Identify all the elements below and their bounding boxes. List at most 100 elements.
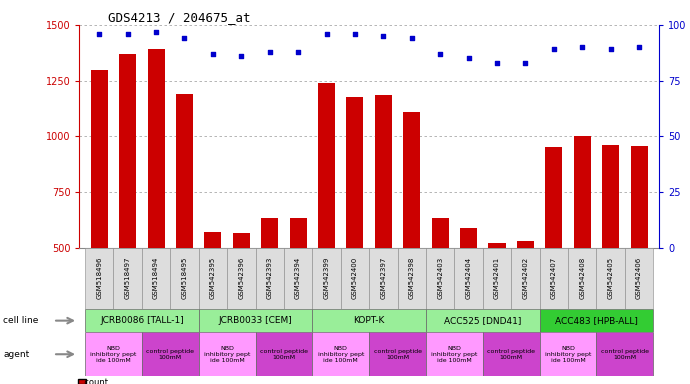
Bar	[199, 332, 255, 376]
Text: KOPT-K: KOPT-K	[353, 316, 385, 325]
Bar	[85, 248, 113, 309]
Point	[378, 33, 389, 39]
Text: GSM542397: GSM542397	[380, 257, 386, 299]
Bar	[85, 309, 199, 332]
Point	[605, 46, 616, 53]
Text: control peptide
100mM: control peptide 100mM	[601, 349, 649, 360]
Bar	[511, 248, 540, 309]
Point	[122, 31, 133, 37]
Bar	[397, 248, 426, 309]
Text: NBD
inhibitory pept
ide 100mM: NBD inhibitory pept ide 100mM	[545, 346, 591, 362]
Bar	[540, 309, 653, 332]
Bar	[517, 241, 534, 359]
Point	[577, 44, 588, 50]
Bar	[426, 248, 455, 309]
Bar	[284, 248, 313, 309]
Point	[321, 31, 332, 37]
Text: JCRB0033 [CEM]: JCRB0033 [CEM]	[219, 316, 293, 325]
Bar	[625, 248, 653, 309]
Text: control peptide
100mM: control peptide 100mM	[146, 349, 195, 360]
Text: GSM518494: GSM518494	[153, 257, 159, 299]
Text: GSM542393: GSM542393	[267, 257, 273, 299]
Bar	[204, 232, 221, 359]
Bar	[176, 94, 193, 359]
Text: GSM542408: GSM542408	[579, 257, 585, 299]
Point	[236, 53, 247, 59]
Bar	[290, 218, 306, 359]
Bar	[313, 332, 369, 376]
Bar	[255, 248, 284, 309]
Bar	[573, 136, 591, 359]
Text: GSM542394: GSM542394	[295, 257, 301, 299]
Point	[208, 51, 219, 57]
Text: GSM542395: GSM542395	[210, 257, 216, 299]
Text: control peptide
100mM: control peptide 100mM	[260, 349, 308, 360]
Text: ACC483 [HPB-ALL]: ACC483 [HPB-ALL]	[555, 316, 638, 325]
Text: NBD
inhibitory pept
ide 100mM: NBD inhibitory pept ide 100mM	[204, 346, 250, 362]
Bar	[631, 146, 648, 359]
Bar	[255, 332, 313, 376]
Point	[406, 35, 417, 41]
Bar	[227, 248, 255, 309]
Bar	[426, 309, 540, 332]
Text: GSM542402: GSM542402	[522, 257, 529, 299]
Bar	[318, 83, 335, 359]
Bar	[596, 248, 625, 309]
Bar	[199, 248, 227, 309]
Text: GSM542396: GSM542396	[238, 257, 244, 299]
Point	[349, 31, 360, 37]
Bar	[369, 248, 397, 309]
Bar	[199, 309, 313, 332]
Bar	[142, 248, 170, 309]
Bar	[119, 54, 136, 359]
Point	[491, 60, 502, 66]
Point	[150, 28, 161, 35]
Text: GSM542406: GSM542406	[636, 257, 642, 299]
Point	[179, 35, 190, 41]
Point	[264, 49, 275, 55]
Text: JCRB0086 [TALL-1]: JCRB0086 [TALL-1]	[100, 316, 184, 325]
Bar	[460, 228, 477, 359]
Bar	[369, 332, 426, 376]
Bar	[148, 50, 165, 359]
Text: control peptide
100mM: control peptide 100mM	[487, 349, 535, 360]
Bar	[540, 248, 568, 309]
Text: GDS4213 / 204675_at: GDS4213 / 204675_at	[108, 11, 251, 24]
Bar	[483, 248, 511, 309]
Bar	[489, 243, 506, 359]
Bar	[375, 95, 392, 359]
Text: GSM542407: GSM542407	[551, 257, 557, 299]
Text: NBD
inhibitory pept
ide 100mM: NBD inhibitory pept ide 100mM	[431, 346, 477, 362]
Text: NBD
inhibitory pept
ide 100mM: NBD inhibitory pept ide 100mM	[317, 346, 364, 362]
Bar	[113, 248, 142, 309]
Bar	[540, 332, 596, 376]
Bar	[262, 218, 278, 359]
Text: GSM542405: GSM542405	[608, 257, 613, 299]
Text: count
  percentile rank within the sample: count percentile rank within the sample	[79, 378, 226, 384]
Text: GSM518497: GSM518497	[125, 257, 130, 300]
Bar	[545, 147, 562, 359]
Text: GSM542399: GSM542399	[324, 257, 330, 299]
Text: GSM542403: GSM542403	[437, 257, 443, 299]
Point	[549, 46, 560, 53]
Bar	[455, 248, 483, 309]
Bar	[313, 248, 341, 309]
Point	[633, 44, 644, 50]
Bar	[346, 98, 364, 359]
Point	[94, 31, 105, 37]
Text: NBD
inhibitory pept
ide 100mM: NBD inhibitory pept ide 100mM	[90, 346, 137, 362]
Bar	[596, 332, 653, 376]
Text: GSM518495: GSM518495	[181, 257, 188, 299]
Bar	[483, 332, 540, 376]
Bar	[142, 332, 199, 376]
Text: ACC525 [DND41]: ACC525 [DND41]	[444, 316, 522, 325]
Bar	[170, 248, 199, 309]
Bar	[313, 309, 426, 332]
Bar	[403, 112, 420, 359]
Bar	[85, 332, 142, 376]
Text: agent: agent	[3, 350, 30, 359]
Bar	[341, 248, 369, 309]
Text: cell line: cell line	[3, 316, 39, 325]
Text: control peptide
100mM: control peptide 100mM	[373, 349, 422, 360]
Bar	[432, 218, 448, 359]
